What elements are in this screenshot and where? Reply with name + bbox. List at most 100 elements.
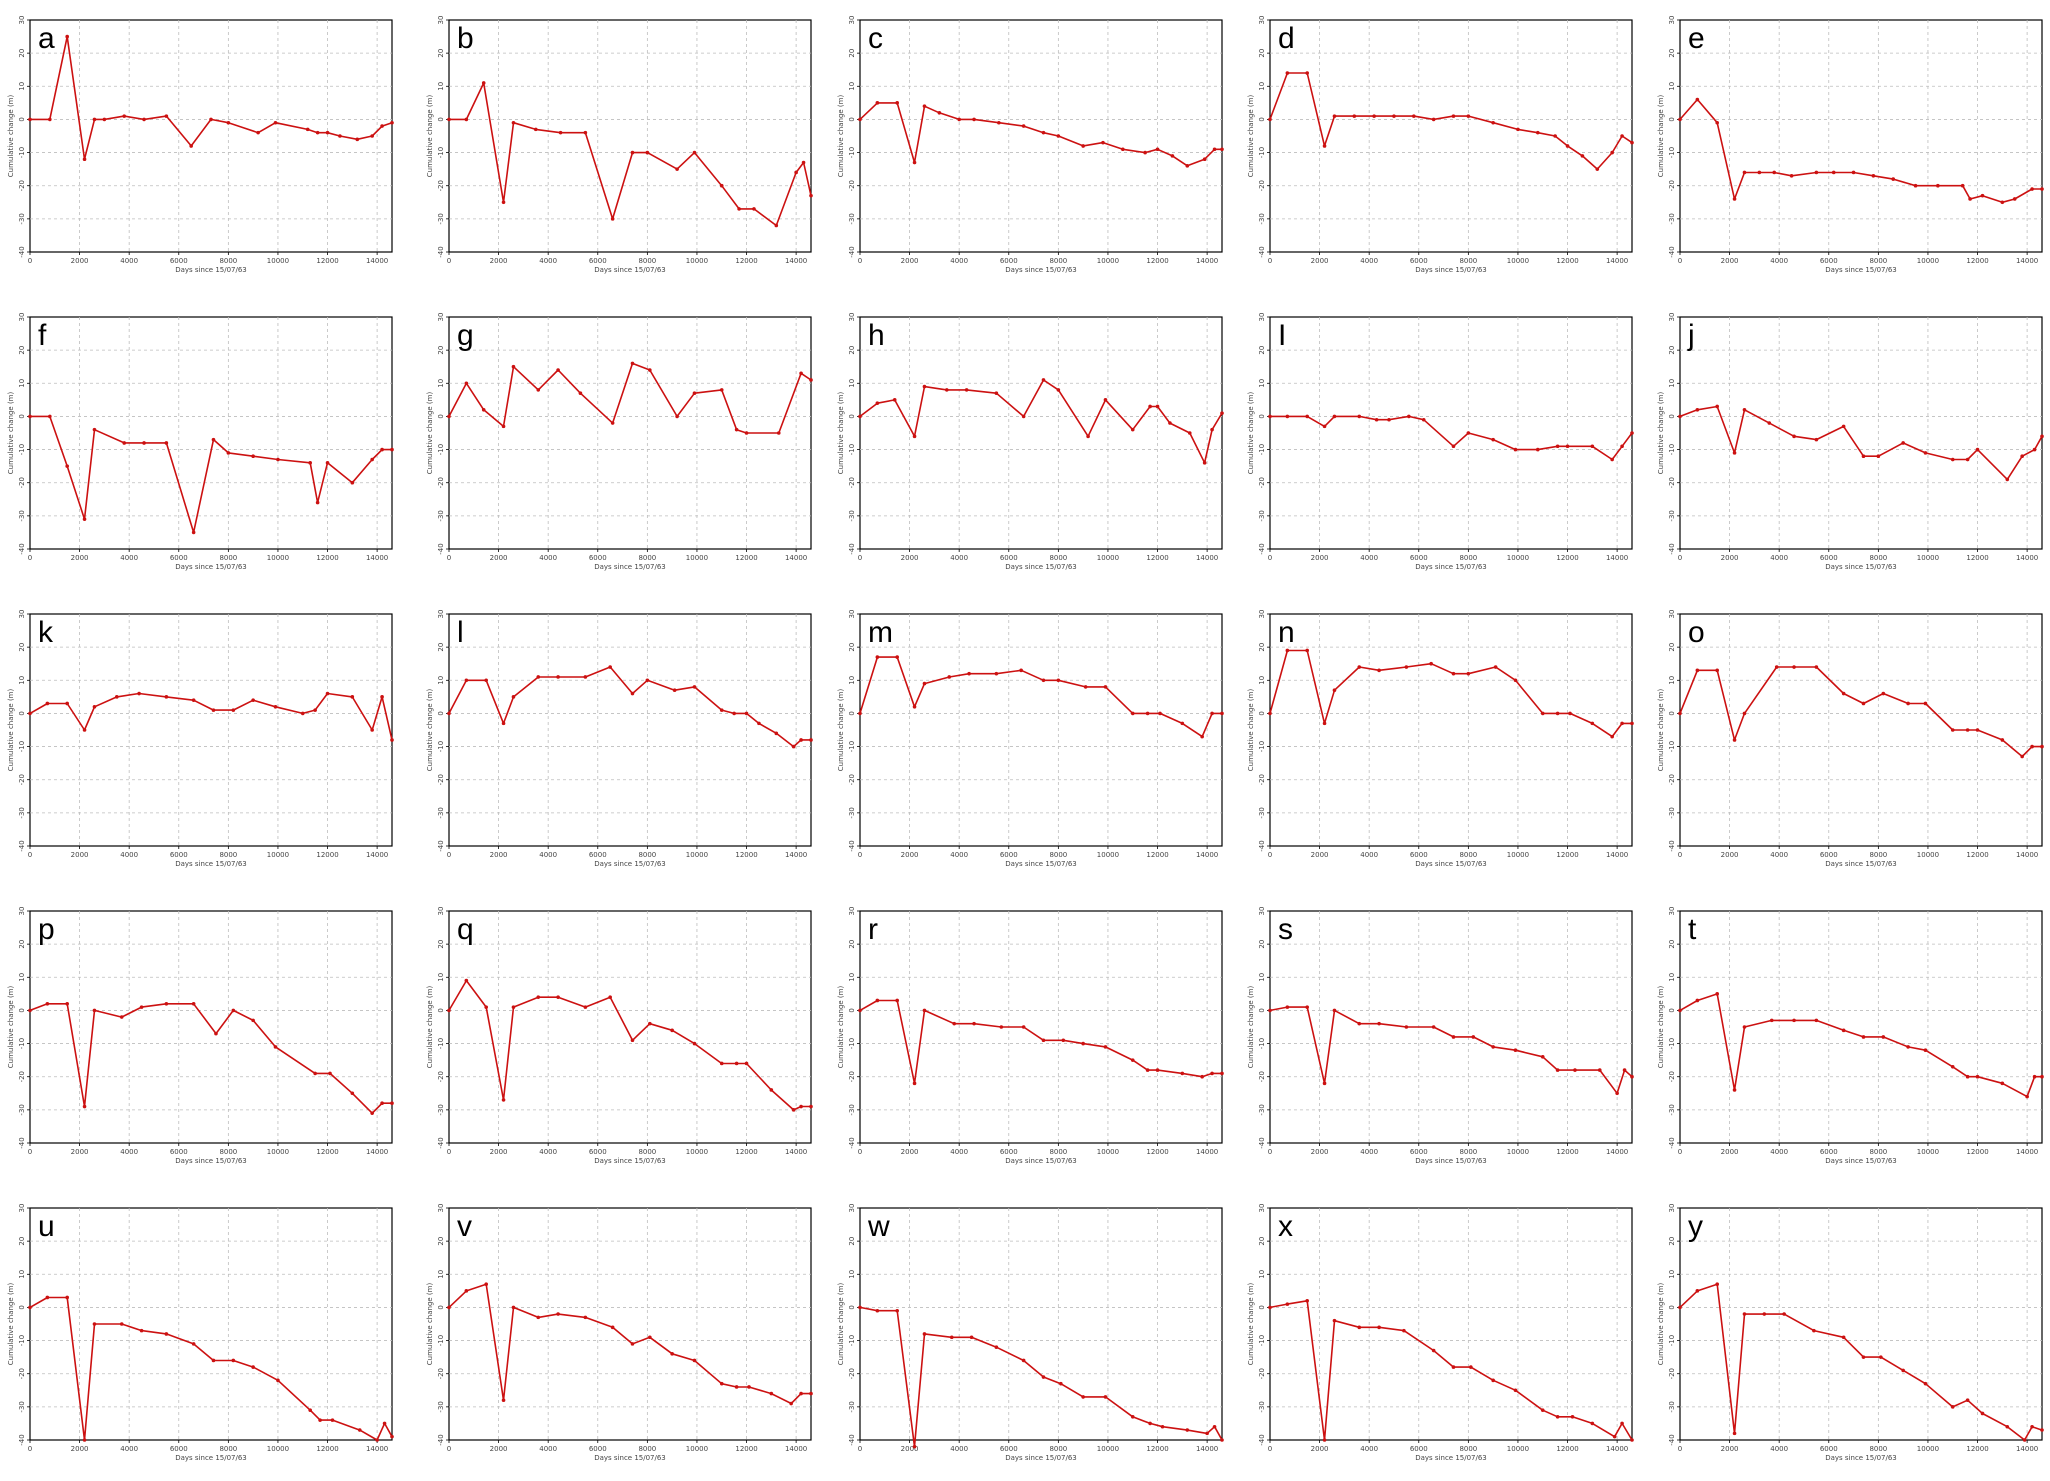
- data-point: [122, 441, 127, 445]
- data-point: [82, 728, 87, 732]
- y-tick-label: 30: [1258, 610, 1266, 619]
- x-tick-label: 0: [858, 1445, 862, 1453]
- y-tick-label: 0: [848, 711, 856, 715]
- data-point: [1285, 71, 1290, 75]
- data-point: [2040, 744, 2044, 749]
- data-point: [1876, 454, 1881, 459]
- data-point: [1130, 1058, 1135, 1062]
- panel-l: 0 2000 4000 6000 8000 10000 12000 140003020100-…: [426, 610, 813, 868]
- panel-label: v: [457, 1210, 472, 1243]
- data-point: [164, 441, 169, 445]
- data-point: [1923, 1048, 1928, 1052]
- data-point: [858, 1008, 862, 1013]
- y-tick-label: -40: [437, 543, 445, 554]
- data-point: [794, 170, 798, 175]
- data-point: [1285, 1005, 1290, 1009]
- data-point: [1950, 1405, 1955, 1409]
- data-point: [1130, 1415, 1135, 1419]
- data-point: [1540, 711, 1545, 716]
- x-axis-title: Days since 15/07/63: [1415, 1157, 1487, 1165]
- data-point: [191, 1342, 196, 1346]
- data-point: [1041, 130, 1046, 135]
- x-tick-label: 10000: [686, 554, 708, 562]
- data-point: [675, 414, 679, 419]
- data-point: [1268, 1305, 1272, 1310]
- x-tick-label: 2000: [901, 851, 919, 859]
- x-tick-label: 14000: [1196, 1445, 1218, 1453]
- data-point: [1612, 1434, 1617, 1439]
- x-tick-label: 0: [858, 257, 862, 265]
- y-tick-label: 30: [848, 610, 856, 619]
- y-tick-label: 10: [18, 676, 26, 685]
- y-tick-label: -40: [1258, 1434, 1266, 1445]
- data-point: [2030, 1424, 2034, 1429]
- y-tick-label: 20: [848, 346, 856, 355]
- y-axis-title: Cumulative change (m): [1657, 1283, 1665, 1366]
- x-tick-label: 12000: [1966, 1445, 1988, 1453]
- x-tick-label: 14000: [785, 851, 807, 859]
- data-point: [114, 695, 119, 699]
- x-tick-label: 8000: [1459, 1445, 1477, 1453]
- data-point: [1615, 1091, 1619, 1096]
- data-point: [994, 1345, 999, 1349]
- x-tick-label: 10000: [1097, 1148, 1119, 1156]
- x-tick-label: 2000: [490, 554, 508, 562]
- data-point: [1056, 134, 1061, 138]
- series-line: [29, 1296, 393, 1441]
- x-tick-label: 10000: [686, 1148, 708, 1156]
- data-point: [769, 1088, 774, 1092]
- x-tick-label: 0: [1678, 1445, 1682, 1453]
- data-point: [139, 1328, 144, 1333]
- x-tick-label: 2000: [1721, 554, 1739, 562]
- y-tick-label: -10: [1258, 1335, 1266, 1346]
- data-point: [752, 207, 756, 211]
- data-point: [1352, 114, 1357, 118]
- data-point: [315, 130, 320, 135]
- data-point: [1180, 1071, 1185, 1076]
- data-point: [997, 120, 1001, 125]
- data-point: [1285, 648, 1290, 653]
- data-point: [1103, 1395, 1108, 1399]
- y-tick-label: 0: [18, 1008, 26, 1012]
- y-tick-label: -20: [848, 1368, 856, 1379]
- data-point: [1377, 1021, 1381, 1026]
- data-point: [1610, 457, 1614, 462]
- y-tick-label: 20: [1258, 643, 1266, 652]
- data-point: [1913, 183, 1918, 188]
- data-point: [92, 427, 97, 432]
- y-tick-label: 0: [1258, 1008, 1266, 1012]
- panel-t: 0 2000 4000 6000 8000 10000 12000 140003020100-…: [1657, 907, 2044, 1165]
- y-tick-label: -30: [1258, 1401, 1266, 1412]
- data-point: [1715, 120, 1719, 125]
- panel-q: 0 2000 4000 6000 8000 10000 12000 140003020100-…: [426, 907, 813, 1165]
- plot-frame: [1679, 1207, 2043, 1441]
- data-point: [1620, 721, 1624, 726]
- x-axis-title: Days since 15/07/63: [1005, 860, 1077, 868]
- data-point: [1332, 1008, 1337, 1013]
- data-point: [256, 130, 260, 135]
- data-point: [1881, 1035, 1886, 1039]
- x-tick-label: 14000: [1196, 851, 1218, 859]
- panel-r: 0 2000 4000 6000 8000 10000 12000 140003020100-…: [837, 907, 1224, 1165]
- y-tick-label: -10: [1668, 1038, 1676, 1049]
- y-tick-label: -20: [437, 180, 445, 191]
- x-tick-label: 12000: [316, 257, 338, 265]
- data-point: [251, 698, 255, 702]
- data-point: [92, 1322, 97, 1326]
- data-point: [809, 1104, 813, 1109]
- data-point: [370, 134, 374, 138]
- x-tick-label: 8000: [1049, 554, 1067, 562]
- y-tick-label: 20: [437, 1237, 445, 1246]
- plot-frame: [448, 19, 812, 253]
- y-tick-label: 20: [1258, 49, 1266, 58]
- x-tick-label: 2000: [1311, 554, 1329, 562]
- y-tick-label: -20: [437, 1071, 445, 1082]
- data-point: [1431, 1348, 1436, 1353]
- y-tick-label: -40: [1668, 246, 1676, 257]
- data-point: [45, 1295, 50, 1300]
- y-tick-label: 30: [1258, 1204, 1266, 1213]
- y-tick-label: -20: [437, 774, 445, 785]
- data-point: [1471, 1035, 1476, 1039]
- data-point: [536, 675, 541, 679]
- y-axis-title: Cumulative change (m): [837, 1283, 845, 1366]
